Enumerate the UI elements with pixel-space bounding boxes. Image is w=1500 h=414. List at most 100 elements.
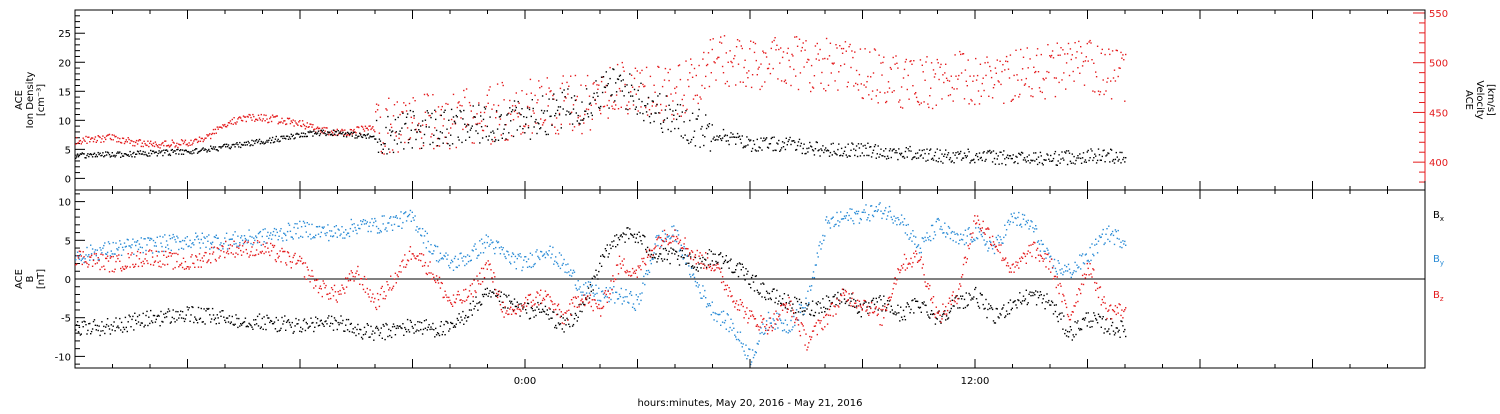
- density-series-point: [998, 155, 999, 156]
- bz-series-point: [353, 280, 354, 281]
- density-series-point: [243, 144, 244, 145]
- density-series-point: [378, 152, 379, 153]
- by-series-point: [915, 236, 916, 237]
- density-series-point: [759, 147, 760, 148]
- by-series-point: [381, 231, 382, 232]
- by-series-point: [965, 230, 966, 231]
- density-series-point: [231, 146, 232, 147]
- bz-series-point: [277, 253, 278, 254]
- density-series-point: [274, 141, 275, 142]
- bz-series-point: [311, 270, 312, 271]
- bx-series-point: [283, 321, 284, 322]
- velocity-series-point: [898, 101, 899, 102]
- by-series-point: [447, 254, 448, 255]
- density-series-point: [793, 140, 794, 141]
- velocity-series-point: [1014, 95, 1015, 96]
- density-series-point: [597, 96, 598, 97]
- by-series-point: [84, 258, 85, 259]
- bz-series-point: [325, 285, 326, 286]
- bx-series-point: [954, 297, 955, 298]
- velocity-series-point: [439, 145, 440, 146]
- velocity-series-point: [1068, 43, 1069, 44]
- by-series-point: [157, 237, 158, 238]
- density-series-point: [657, 95, 658, 96]
- velocity-series-point: [545, 119, 546, 120]
- by-series-point: [435, 246, 436, 247]
- bz-series-point: [323, 283, 324, 284]
- bz-series-point: [237, 254, 238, 255]
- bx-series-point: [829, 300, 830, 301]
- density-series-point: [914, 156, 915, 157]
- bx-series-point: [208, 308, 209, 309]
- by-series-point: [98, 259, 99, 260]
- velocity-series-point: [389, 152, 390, 153]
- bz-series-point: [246, 249, 247, 250]
- by-series-point: [103, 245, 104, 246]
- bx-series-point: [510, 302, 511, 303]
- by-series-point: [518, 255, 519, 256]
- velocity-series-point: [353, 129, 354, 130]
- bx-series-point: [282, 323, 283, 324]
- bz-series-point: [396, 282, 397, 283]
- by-series-point: [1027, 222, 1028, 223]
- density-series-point: [368, 133, 369, 134]
- by-series-point: [142, 247, 143, 248]
- velocity-series-point: [872, 90, 873, 91]
- density-series-point: [947, 154, 948, 155]
- bx-series-point: [220, 316, 221, 317]
- bx-series-point: [1103, 316, 1104, 317]
- velocity-series-point: [723, 72, 724, 73]
- by-series-point: [240, 237, 241, 238]
- by-series-point: [545, 257, 546, 258]
- by-series-point: [224, 237, 225, 238]
- velocity-series-point: [778, 49, 779, 50]
- bx-series-point: [375, 327, 376, 328]
- bx-series-point: [891, 306, 892, 307]
- velocity-series-point: [646, 67, 647, 68]
- by-series-point: [698, 284, 699, 285]
- density-series-point: [143, 154, 144, 155]
- by-series-point: [451, 260, 452, 261]
- density-series-point: [1055, 151, 1056, 152]
- velocity-series-point: [398, 138, 399, 139]
- by-series-point: [168, 248, 169, 249]
- density-series-point: [1081, 163, 1082, 164]
- bz-series-point: [255, 254, 256, 255]
- velocity-series-point: [926, 56, 927, 57]
- by-series-point: [510, 263, 511, 264]
- bz-series-point: [223, 251, 224, 252]
- bz-series-point: [299, 256, 300, 257]
- by-series-point: [249, 236, 250, 237]
- by-series-point: [1088, 260, 1089, 261]
- density-series-point: [78, 156, 79, 157]
- by-series-point: [866, 219, 867, 220]
- bz-series-point: [427, 274, 428, 275]
- bz-series-point: [93, 260, 94, 261]
- bx-series-point: [509, 301, 510, 302]
- velocity-series-point: [1088, 41, 1089, 42]
- velocity-series-point: [1013, 75, 1014, 76]
- bz-series-point: [304, 276, 305, 277]
- velocity-series-point: [814, 75, 815, 76]
- bx-series-point: [111, 324, 112, 325]
- bx-series-point: [370, 326, 371, 327]
- density-series-point: [436, 130, 437, 131]
- velocity-series-point: [536, 102, 537, 103]
- density-series-point: [1033, 152, 1034, 153]
- bx-series-point: [274, 321, 275, 322]
- density-series-point: [1003, 150, 1004, 151]
- velocity-series-point: [548, 105, 549, 106]
- density-series-point: [678, 128, 679, 129]
- by-series-point: [555, 256, 556, 257]
- by-series-point: [912, 230, 913, 231]
- by-series-point: [96, 255, 97, 256]
- bz-series-point: [351, 270, 352, 271]
- density-series-point: [616, 91, 617, 92]
- bx-series-point: [1045, 301, 1046, 302]
- density-series-point: [515, 110, 516, 111]
- bz-series-point: [308, 275, 309, 276]
- density-series-point: [849, 156, 850, 157]
- bx-series-point: [313, 331, 314, 332]
- velocity-series-point: [854, 51, 855, 52]
- velocity-series-point: [739, 40, 740, 41]
